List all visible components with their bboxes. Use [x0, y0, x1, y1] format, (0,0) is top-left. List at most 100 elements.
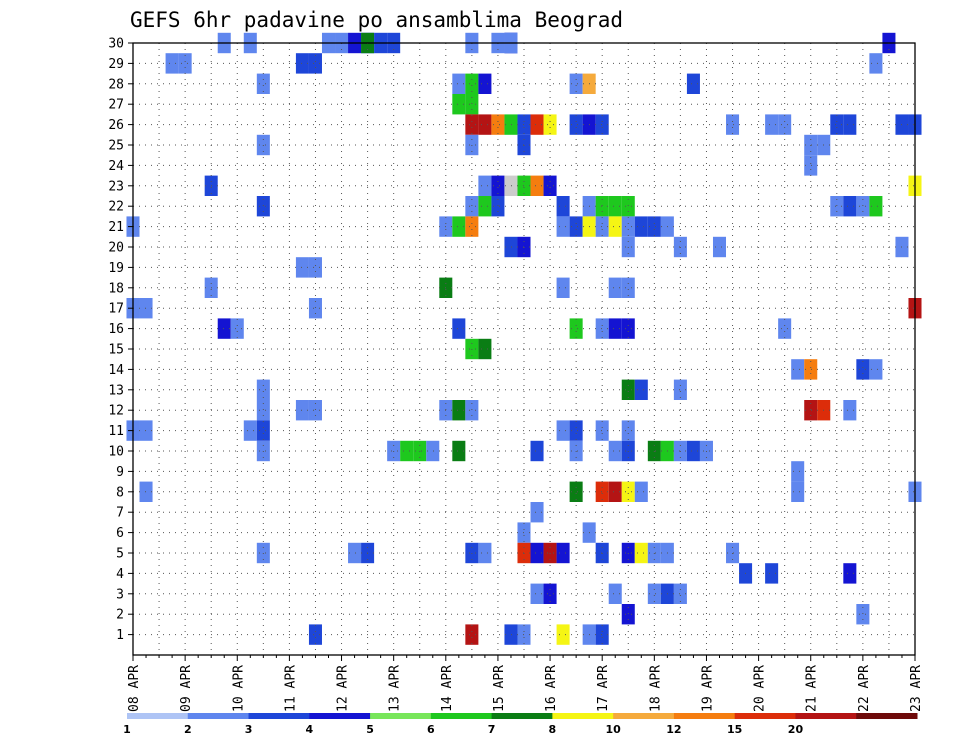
- data-cell: [595, 114, 609, 135]
- data-cell: [400, 440, 414, 462]
- data-cell: [869, 359, 883, 380]
- x-tick-label: 17 APR: [596, 665, 611, 712]
- legend-swatch: [856, 713, 918, 719]
- data-cell: [452, 318, 466, 339]
- data-cell: [595, 481, 609, 502]
- data-cell: [778, 318, 792, 339]
- data-cell: [569, 481, 583, 502]
- data-cell: [621, 481, 635, 502]
- data-cell: [843, 114, 857, 135]
- data-cell: [556, 542, 570, 564]
- legend-swatch: [673, 713, 736, 719]
- legend-label: 1: [123, 723, 131, 736]
- data-cell: [569, 73, 583, 94]
- data-cell: [530, 440, 544, 462]
- data-cell: [634, 379, 648, 400]
- x-axis: 08 APR 09 APR 10 APR 11 APR 12 APR 13 APR 14 A…: [127, 655, 924, 712]
- data-cell: [308, 257, 322, 278]
- x-tick-label: 09 APR: [179, 665, 194, 712]
- data-cell: [348, 542, 362, 564]
- data-cell: [243, 420, 257, 441]
- data-cell: [830, 114, 844, 135]
- data-cell: [295, 257, 309, 278]
- data-cell: [791, 359, 805, 380]
- data-cell: [608, 481, 622, 502]
- data-cell: [634, 216, 648, 237]
- data-cell: [452, 400, 466, 421]
- data-cell: [712, 236, 727, 258]
- data-cell: [569, 318, 583, 339]
- x-tick-label: 16 APR: [544, 665, 559, 712]
- y-tick-label: 15: [108, 343, 124, 358]
- data-cell: [165, 53, 179, 74]
- x-tick-label: 10 APR: [231, 665, 246, 712]
- data-cell: [556, 624, 570, 645]
- data-cell: [308, 624, 322, 645]
- y-tick-label: 16: [108, 322, 124, 337]
- data-cell: [621, 318, 635, 339]
- data-cell: [621, 277, 635, 298]
- data-cell: [308, 298, 322, 319]
- data-cell: [256, 73, 270, 94]
- data-cell: [608, 440, 622, 462]
- data-cell: [491, 114, 505, 135]
- y-tick-label: 22: [108, 200, 124, 215]
- data-cell: [139, 298, 153, 319]
- data-cell: [308, 400, 322, 421]
- data-cell: [256, 196, 270, 217]
- y-tick-label: 19: [108, 261, 124, 276]
- data-cell: [621, 420, 635, 441]
- data-cell: [543, 175, 557, 196]
- data-cell: [608, 318, 622, 339]
- data-cell: [491, 196, 505, 217]
- y-tick-label: 6: [116, 526, 124, 541]
- legend-swatch: [430, 713, 493, 719]
- legend-label: 4: [305, 723, 313, 736]
- data-cell: [478, 542, 492, 564]
- data-cell: [778, 114, 792, 135]
- legend-swatch: [613, 713, 675, 719]
- data-cell: [452, 216, 466, 237]
- data-cell: [543, 114, 557, 135]
- data-cell: [491, 175, 505, 196]
- data-cell: [465, 196, 479, 217]
- data-cell: [621, 379, 635, 400]
- legend-label: 10: [605, 723, 621, 736]
- data-cell: [556, 216, 570, 237]
- legend-label: 3: [245, 723, 253, 736]
- data-cell: [556, 277, 570, 298]
- legend-label: 6: [427, 723, 435, 736]
- data-cell: [465, 400, 479, 421]
- legend-label: 12: [666, 723, 681, 736]
- y-tick-label: 14: [108, 363, 124, 378]
- y-tick-label: 12: [108, 404, 124, 419]
- y-tick-label: 5: [116, 547, 124, 562]
- data-cell: [543, 583, 557, 604]
- y-tick-label: 17: [108, 302, 124, 317]
- data-cell: [791, 481, 805, 502]
- y-tick-label: 29: [108, 57, 124, 72]
- data-cell: [478, 196, 492, 217]
- data-cell: [530, 583, 544, 604]
- data-cell: [256, 379, 270, 400]
- data-cell: [556, 196, 570, 217]
- x-tick-label: 20 APR: [753, 665, 768, 712]
- data-cell: [139, 420, 153, 441]
- data-cell: [804, 359, 818, 380]
- data-cell: [621, 216, 635, 237]
- x-tick-label: 08 APR: [127, 665, 142, 712]
- x-tick-label: 18 APR: [648, 665, 663, 712]
- data-cell: [634, 542, 648, 564]
- data-cell: [673, 379, 687, 400]
- data-cell: [504, 175, 518, 196]
- data-cell: [804, 155, 818, 176]
- data-cell: [452, 73, 466, 94]
- data-cell: [595, 420, 609, 441]
- legend-label: 15: [727, 723, 742, 736]
- data-cell: [595, 216, 609, 237]
- data-cell: [230, 318, 244, 339]
- data-cell: [726, 114, 740, 135]
- data-cell: [765, 563, 779, 584]
- data-cell: [569, 216, 583, 237]
- data-cell: [856, 359, 870, 380]
